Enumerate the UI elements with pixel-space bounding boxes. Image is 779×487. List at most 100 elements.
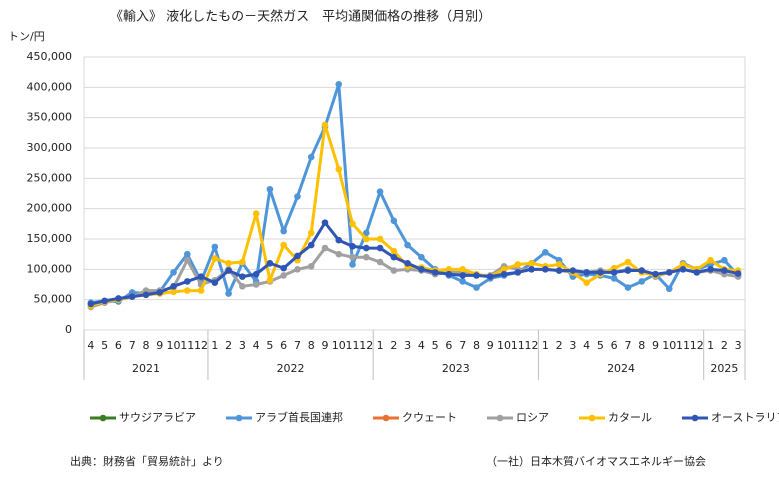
legend-marker	[588, 414, 596, 422]
x-tick-label: 9	[652, 339, 659, 352]
x-tick-label: 6	[115, 339, 122, 352]
legend-marker	[382, 414, 390, 422]
data-point	[142, 291, 150, 299]
data-point	[500, 270, 508, 278]
x-tick-label: 2	[721, 339, 728, 352]
data-point	[431, 269, 439, 276]
data-point	[197, 273, 205, 280]
x-tick-label: 2	[556, 339, 563, 352]
legend-label: カタール	[608, 411, 652, 424]
data-point	[294, 266, 301, 273]
y-tick-label: 400,000	[27, 80, 73, 93]
data-point	[514, 269, 522, 276]
data-point	[294, 252, 301, 260]
data-point	[183, 287, 191, 294]
data-point	[542, 249, 549, 256]
data-point	[376, 244, 384, 252]
data-point	[280, 264, 287, 272]
data-point	[321, 244, 329, 252]
data-point	[335, 81, 343, 88]
data-point	[514, 261, 522, 268]
y-axis-label: トン/円	[8, 30, 45, 43]
data-point	[624, 267, 632, 274]
data-point	[652, 270, 659, 278]
x-tick-label: 3	[569, 339, 576, 352]
data-point	[418, 253, 425, 261]
data-point	[156, 289, 164, 296]
x-tick-label: 1	[377, 339, 384, 352]
data-point	[390, 253, 398, 261]
year-label: 2021	[132, 362, 160, 375]
data-point	[542, 266, 549, 273]
data-point	[335, 165, 343, 173]
data-point	[363, 235, 370, 243]
y-tick-label: 0	[65, 323, 72, 336]
year-label: 2022	[277, 362, 305, 375]
x-tick-label: 4	[418, 339, 425, 352]
x-tick-label: 12	[690, 339, 704, 352]
x-tick-label: 4	[253, 339, 260, 352]
x-tick-label: 6	[611, 339, 618, 352]
x-tick-label: 1	[707, 339, 714, 352]
data-point	[225, 267, 232, 274]
data-point	[555, 261, 563, 268]
x-tick-label: 10	[332, 339, 346, 352]
data-point	[349, 242, 356, 250]
data-point	[349, 253, 356, 261]
x-tick-label: 4	[87, 339, 94, 352]
data-point	[280, 227, 287, 235]
legend-marker	[691, 414, 699, 422]
data-point	[211, 243, 219, 251]
data-point	[638, 267, 646, 274]
legend-marker	[496, 414, 504, 422]
x-tick-label: 4	[583, 339, 590, 352]
data-point	[638, 278, 646, 285]
y-tick-label: 150,000	[27, 232, 73, 245]
data-point	[569, 267, 577, 274]
data-point	[252, 210, 260, 217]
y-tick-label: 200,000	[27, 202, 73, 215]
data-point	[183, 250, 191, 258]
x-tick-label: 3	[404, 339, 411, 352]
data-point	[459, 278, 466, 285]
year-label: 2024	[607, 362, 635, 375]
credit-note: （一社）日本木質バイオマスエネルギー協会	[486, 454, 706, 468]
data-point	[445, 266, 453, 273]
data-point	[252, 270, 260, 278]
data-point	[128, 293, 136, 300]
data-point	[307, 263, 315, 270]
x-tick-label: 3	[239, 339, 246, 352]
chart-title: 《輸入》 液化したもの－天然ガス 平均通関価格の推移（月別）	[110, 9, 491, 25]
data-point	[87, 300, 95, 308]
x-tick-label: 7	[294, 339, 301, 352]
x-tick-label: 12	[525, 339, 539, 352]
data-point	[721, 267, 728, 274]
data-point	[734, 270, 742, 277]
data-point	[294, 193, 301, 200]
legend-label: クウェート	[402, 411, 457, 424]
data-point	[404, 259, 411, 267]
data-point	[583, 269, 590, 276]
data-point	[363, 229, 370, 237]
x-tick-label: 6	[445, 339, 452, 352]
data-point	[445, 270, 453, 278]
data-point	[679, 261, 687, 268]
data-point	[307, 153, 315, 161]
data-point	[459, 272, 466, 279]
data-point	[363, 253, 370, 261]
y-tick-label: 300,000	[27, 141, 73, 154]
y-tick-label: 450,000	[27, 50, 73, 63]
y-tick-label: 100,000	[27, 262, 73, 275]
x-tick-label: 2	[225, 339, 232, 352]
data-point	[390, 247, 398, 255]
source-note: 出典：財務省「貿易統計」より	[70, 454, 224, 468]
data-point	[307, 241, 315, 249]
data-point	[211, 255, 219, 262]
data-point	[665, 285, 673, 293]
data-point	[500, 266, 508, 273]
data-point	[528, 266, 535, 273]
data-point	[390, 267, 398, 274]
x-tick-label: 8	[638, 339, 645, 352]
